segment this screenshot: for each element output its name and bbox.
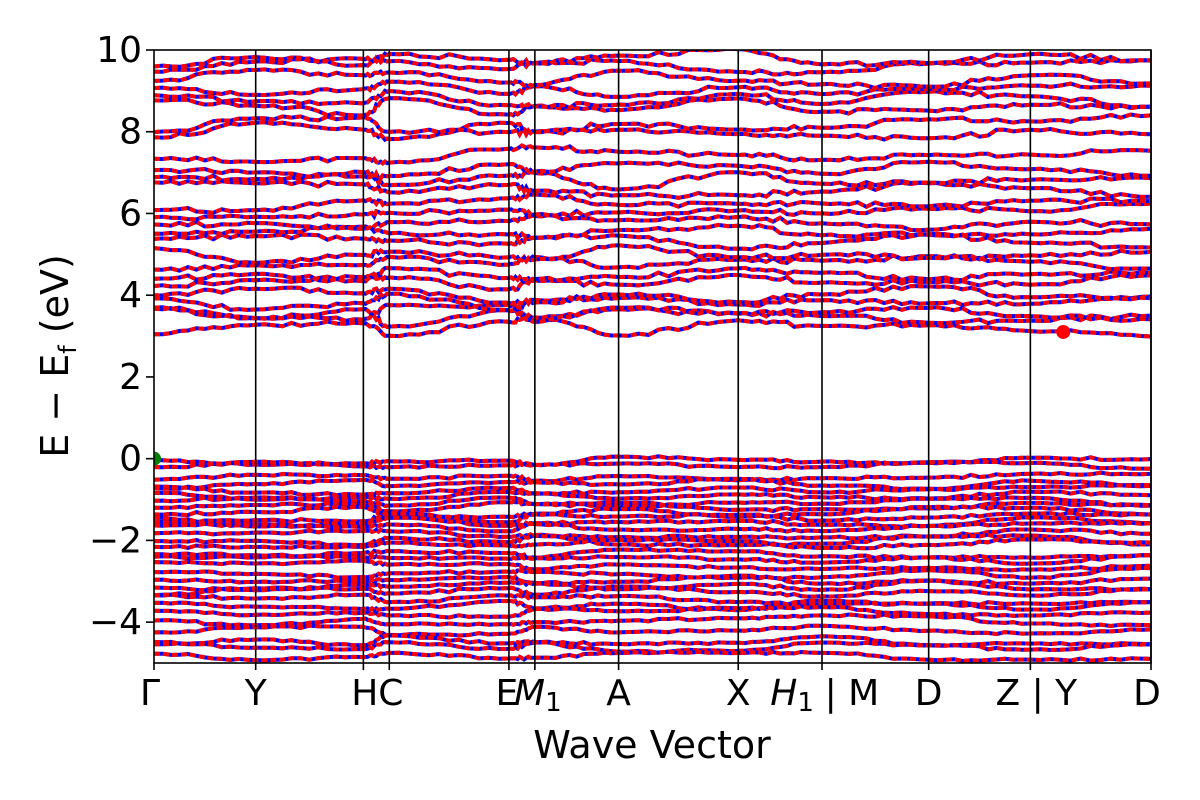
band-line: [154, 504, 1151, 520]
plot-frame: [153, 49, 1152, 664]
x-tick-label: E: [496, 673, 519, 714]
vbm-marker: [154, 451, 161, 466]
x-tick-label: M1: [514, 673, 562, 718]
y-axis: −4 −2 0 2 4 6 8 10: [89, 30, 154, 643]
band-line: [154, 639, 1151, 655]
x-tick-label: D: [1133, 673, 1161, 714]
band-line: [154, 483, 1151, 498]
y-tick-label: −4: [89, 602, 142, 643]
band-line: [154, 96, 1151, 118]
kpoint-separators: [254, 50, 1152, 663]
band-line: [154, 169, 1151, 192]
y-tick-label: 8: [119, 112, 142, 153]
band-line: [154, 623, 1151, 638]
extrema-markers: [154, 324, 1071, 466]
band-line: [154, 243, 1151, 265]
band-line: [154, 547, 1151, 561]
band-line: [154, 489, 1151, 502]
band-line: [154, 88, 1151, 112]
band-line: [154, 649, 1151, 663]
band-line: [154, 551, 1151, 566]
band-line: [154, 604, 1151, 620]
band-line: [154, 565, 1151, 581]
band-line: [154, 283, 1151, 307]
band-line: [154, 50, 1151, 69]
x-tick-label: D: [915, 673, 943, 714]
band-line: [154, 476, 1151, 492]
band-line: [154, 201, 1151, 222]
y-tick-label: 6: [119, 193, 142, 234]
y-tick-label: 0: [119, 439, 142, 480]
band-line: [154, 305, 1151, 329]
y-tick-label: 4: [119, 275, 142, 316]
y-tick-label: 2: [119, 357, 142, 398]
band-line: [154, 598, 1151, 613]
x-tick-label: H1: [770, 673, 814, 718]
band-line: [154, 520, 1151, 534]
band-line: [154, 527, 1151, 541]
band-line: [154, 290, 1151, 313]
x-tick-label: | M: [825, 673, 880, 714]
band-line: [154, 302, 1151, 325]
band-line: [154, 578, 1151, 593]
band-line: [154, 584, 1151, 599]
band-line: [154, 454, 1151, 468]
band-line: [154, 495, 1151, 509]
x-tick-label: Z | Y: [996, 673, 1079, 714]
band-line: [154, 112, 1151, 139]
band-line: [154, 459, 1151, 471]
band-line: [154, 192, 1151, 215]
band-line: [154, 558, 1151, 573]
band-line: [154, 143, 1151, 166]
band-line: [154, 314, 1151, 339]
y-axis-title: E − Ef (eV): [33, 254, 82, 458]
band-line: [154, 67, 1151, 91]
cbm-marker: [1056, 324, 1071, 339]
x-tick-label: Γ: [140, 673, 160, 714]
band-line: [154, 573, 1151, 587]
band-line: [154, 79, 1151, 99]
y-tick-label: −2: [89, 520, 142, 561]
band-lines: [154, 50, 1151, 663]
band-line: [154, 159, 1151, 182]
band-line: [154, 212, 1151, 233]
x-axis-title: Wave Vector: [533, 723, 771, 767]
y-tick-label: 10: [96, 30, 142, 71]
x-tick-label: HC: [351, 673, 403, 714]
x-tick-label: Y: [244, 673, 268, 714]
x-tick-label: A: [606, 673, 631, 714]
x-tick-label: X: [726, 673, 751, 714]
band-line: [154, 612, 1151, 629]
band-line: [154, 537, 1151, 551]
band-line: [154, 265, 1151, 284]
x-axis: Γ Y HC EM1 A X H1 | M D Z | Y D: [140, 663, 1161, 718]
band-line: [154, 470, 1151, 484]
